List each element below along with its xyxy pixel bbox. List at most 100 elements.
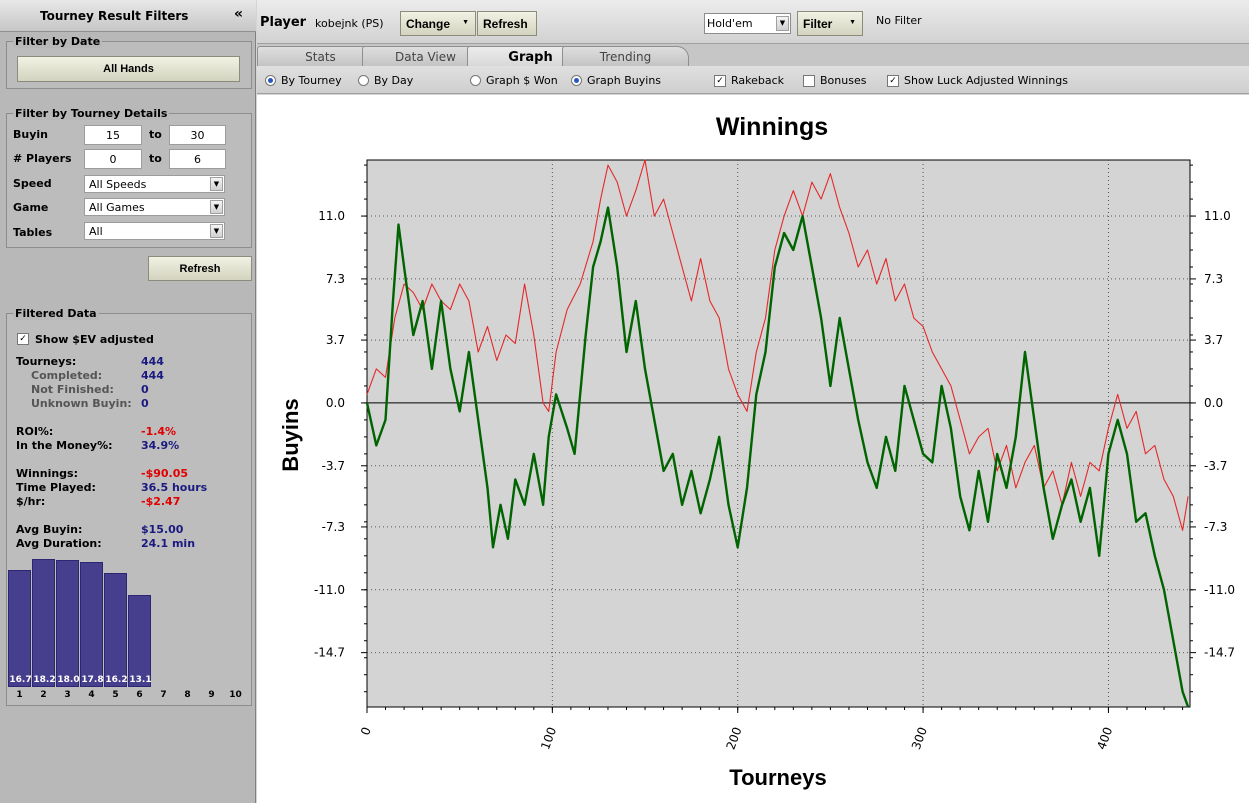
series-line-green [365,206,1190,708]
not-finished-label: Not Finished: [31,383,114,396]
luck-adjusted-label: Show Luck Adjusted Winnings [904,74,1069,87]
by-day-radio[interactable] [358,75,369,86]
sidebar-refresh-button[interactable]: Refresh [148,256,252,281]
luck-adjusted-checkbox[interactable]: ✓ [887,74,899,87]
histogram-bar: 18.0 [56,560,80,687]
y-tick-label-right: 0.0 [1204,396,1223,410]
tables-select-value: All [89,225,103,238]
luck-adjusted-option[interactable]: ✓ Show Luck Adjusted Winnings [887,74,1068,87]
y-tick-label-right: -3.7 [1204,459,1227,473]
graph-won-option[interactable]: Graph $ Won [470,74,558,87]
time-played-value: 36.5 hours [141,481,208,494]
buyin-from-input[interactable]: 15 [84,125,142,145]
bonuses-label: Bonuses [820,74,867,87]
per-hour-label: $/hr: [16,495,46,508]
rakeback-label: Rakeback [731,74,785,87]
players-to-input[interactable]: 6 [169,149,226,169]
show-ev-checkbox[interactable]: ✓ [17,333,29,345]
rakeback-option[interactable]: ✓ Rakeback [714,74,784,87]
player-label: Player [260,15,307,30]
histogram-position-label: 5 [112,690,119,700]
x-axis-label: Tourneys [729,765,826,790]
y-tick-label: -7.3 [322,520,345,534]
graph-won-radio[interactable] [470,75,481,86]
histogram-bar-label: 17.8 [81,675,104,685]
tab-data-view[interactable]: Data View [362,46,489,66]
histogram-bar: 13.1 [128,594,152,687]
game-select[interactable]: All Games ▼ [84,198,225,216]
speed-select[interactable]: All Speeds ▼ [84,175,225,193]
game-type-select[interactable]: Hold'em ▼ [704,13,791,34]
itm-label: In the Money%: [16,439,113,452]
histogram-position-label: 2 [40,690,47,700]
player-name: kobejnk (PS) [315,17,384,30]
all-hands-button[interactable]: All Hands [17,56,240,82]
chevron-down-icon[interactable]: ▼ [210,224,223,238]
refresh-button[interactable]: Refresh [477,11,537,36]
histogram-position-label: 4 [88,690,95,700]
chevron-down-icon: ▼ [462,19,469,26]
tab-stats[interactable]: Stats [257,46,384,66]
bonuses-option[interactable]: Bonuses [803,74,866,87]
y-tick-label-right: 11.0 [1204,209,1231,223]
players-from-input[interactable]: 0 [84,149,142,169]
game-label: Game [13,201,49,214]
roi-label: ROI%: [16,425,54,438]
histogram-position-label: 6 [136,690,143,700]
bonuses-checkbox[interactable] [803,74,815,87]
by-tourney-label: By Tourney [281,74,342,87]
chevron-down-icon[interactable]: ▼ [210,177,223,191]
graph-buyins-label: Graph Buyins [587,74,662,87]
x-tick-label: 300 [909,725,930,751]
buyin-to-input[interactable]: 30 [169,125,226,145]
histogram-bar: 16.2 [104,573,128,687]
filtered-data-title: Filtered Data [13,307,99,320]
speed-select-value: All Speeds [89,178,147,191]
histogram-bar: 18.2 [32,559,56,687]
chevron-down-icon[interactable]: ▼ [776,16,789,31]
change-player-button[interactable]: Change ▼ [400,11,476,36]
histogram-bar-label: 13.1 [129,675,152,685]
y-tick-label-right: -14.7 [1204,646,1235,660]
by-tourney-option[interactable]: By Tourney [265,74,342,87]
y-tick-label-right: -7.3 [1204,520,1227,534]
tables-select[interactable]: All ▼ [84,222,225,240]
histogram-bar-label: 18.2 [33,675,56,685]
x-tick-label: 0 [358,725,374,737]
player-toolbar: Player kobejnk (PS) Change ▼ Refresh Hol… [257,0,1249,44]
by-day-label: By Day [374,74,414,87]
y-tick-label-right: 3.7 [1204,333,1223,347]
graph-buyins-radio[interactable] [571,75,582,86]
filter-button[interactable]: Filter ▼ [797,11,863,36]
filters-sidebar: Tourney Result Filters « Filter by Date … [0,0,256,803]
tab-trending[interactable]: Trending [562,46,689,66]
chevron-down-icon[interactable]: ▼ [210,200,223,214]
graph-panel: Winnings Tourneys Buyins 11.0 11.0 7.3 7.3 3… [257,95,1249,803]
time-played-label: Time Played: [16,481,96,494]
completed-label: Completed: [31,369,103,382]
tourneys-value: 444 [141,355,164,368]
view-tabs: Stats Data View Graph Trending [257,44,1249,66]
y-tick-label: 3.7 [326,333,345,347]
by-day-option[interactable]: By Day [358,74,413,87]
filter-by-date-title: Filter by Date [13,35,103,48]
y-tick-label: 0.0 [326,396,345,410]
rakeback-checkbox[interactable]: ✓ [714,74,726,87]
tables-label: Tables [13,226,53,239]
chevron-down-icon: ▼ [849,19,856,26]
y-axis-label: Buyins [278,398,303,471]
filter-by-date-group: Filter by Date All Hands [6,35,252,89]
graph-won-label: Graph $ Won [486,74,558,87]
completed-value: 444 [141,369,164,382]
graph-buyins-option[interactable]: Graph Buyins [571,74,661,87]
collapse-icon[interactable]: « [234,6,244,22]
by-tourney-radio[interactable] [265,75,276,86]
avg-buyin-value: $15.00 [141,523,184,536]
players-to-label: to [149,152,162,165]
players-label: # Players [13,152,72,165]
avg-duration-value: 24.1 min [141,537,196,550]
unknown-buyin-label: Unknown Buyin: [31,397,132,410]
sidebar-header: Tourney Result Filters « [0,0,256,32]
series-line-red [366,159,1189,531]
show-ev-label[interactable]: Show $EV adjusted [35,333,154,346]
